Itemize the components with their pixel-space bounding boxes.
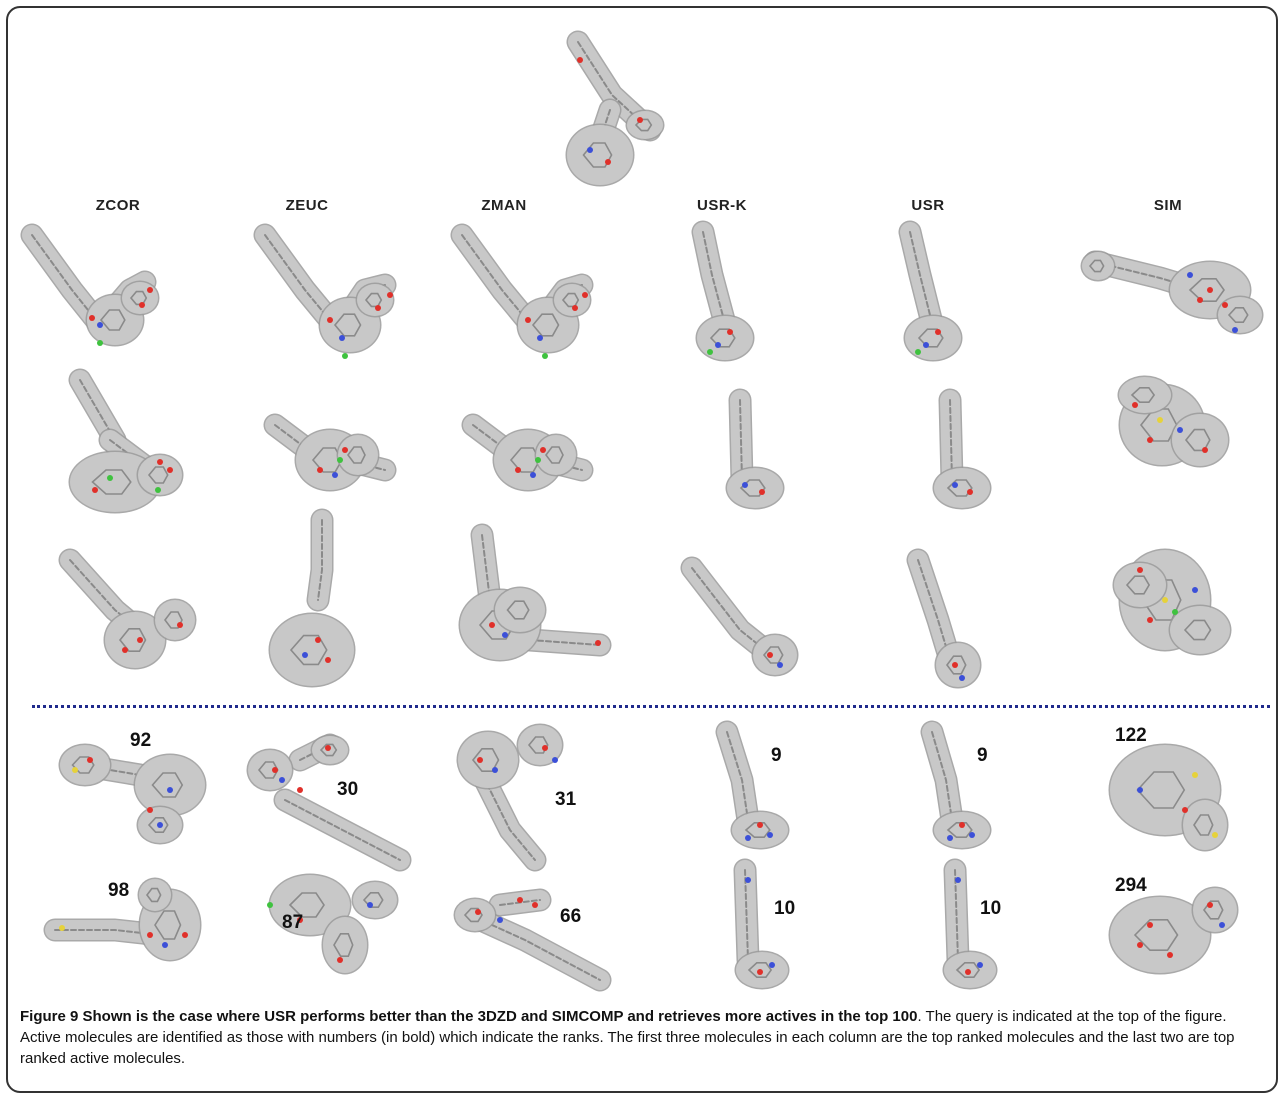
molecule-zcor-1 [20,223,160,347]
rank-label-zman-1: 31 [555,789,577,810]
molecule-zman-3 [458,523,612,662]
rank-label-zman-2: 66 [560,906,582,927]
column-header-zeuc: ZEUC [285,197,329,214]
molecule-zman-2 [461,413,594,492]
molecule-sim-1 [1080,250,1264,335]
rank-label-usr-k-2: 10 [774,898,796,919]
molecule-zeuc-2 [263,413,397,492]
molecule-zeuc-active-1 [246,733,412,872]
molecule-usr-k-3 [680,556,799,677]
rank-label-usr-1: 9 [977,745,988,766]
rank-label-usr-k-1: 9 [771,745,782,766]
column-header-usr-k: USR-K [697,197,747,214]
molecule-zcor-active-1 [58,743,207,845]
molecule-usr-k-1 [691,220,755,362]
molecule-usr-k-active-2 [733,858,790,990]
figure-frame [6,6,1278,1093]
molecule-zcor-3 [58,548,197,670]
caption-lead: Figure 9 Shown is the case where USR per… [20,1008,918,1025]
rank-label-usr-2: 10 [980,898,1002,919]
molecule-query [565,30,665,187]
molecule-usr-k-active-1 [715,720,790,850]
molecule-zman-active-2 [453,888,612,992]
molecule-sim-active-1 [1108,743,1229,852]
column-header-zman: ZMAN [481,197,527,214]
molecule-zman-1 [450,223,594,359]
rank-label-zcor-2: 98 [108,880,130,901]
molecule-zcor-active-2 [43,877,202,962]
column-header-zcor: ZCOR [95,197,141,214]
molecule-zeuc-3 [268,508,356,688]
molecule-usr-3 [906,548,982,689]
column-header-sim: SIM [1153,197,1183,214]
rank-label-zeuc-1: 30 [337,779,359,800]
section-divider [32,705,1270,708]
rank-label-zeuc-2: 87 [282,912,304,933]
molecule-usr-active-2 [942,858,998,990]
molecule-usr-k-2 [725,388,785,510]
molecule-sim-active-2 [1108,886,1239,975]
molecule-usr-2 [932,388,992,510]
rank-label-zcor-1: 92 [130,730,152,751]
rank-label-sim-2: 294 [1115,875,1147,896]
caption-body: . The query is indicated at the top of t… [20,1008,1235,1067]
column-header-usr: USR [911,197,945,214]
molecule-zman-active-1 [456,723,564,872]
figure-caption: Figure 9 Shown is the case where USR per… [20,1006,1270,1069]
molecule-sim-3 [1112,548,1232,656]
molecule-sim-2 [1117,375,1230,468]
rank-label-sim-1: 122 [1115,725,1147,746]
molecule-zcor-2 [68,368,184,514]
molecule-usr-active-1 [920,720,992,850]
molecule-zeuc-active-2 [267,873,399,975]
molecule-usr-1 [898,220,963,362]
molecule-zeuc-1 [253,223,397,359]
